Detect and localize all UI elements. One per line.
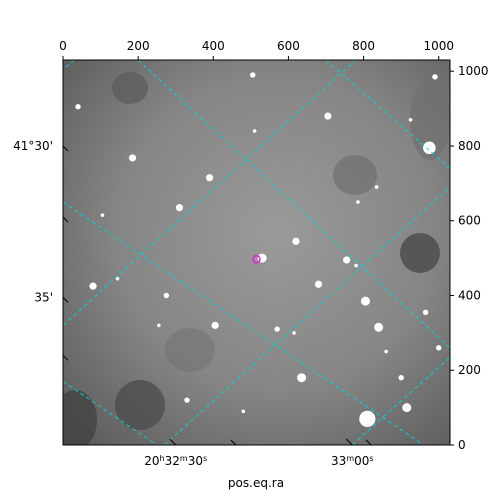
right-tick-label: 800 [458, 139, 481, 153]
image-features [63, 72, 450, 445]
grid-line [352, 356, 450, 445]
star [374, 322, 384, 332]
top-tick-label: 200 [127, 39, 150, 53]
top-tick-label: 800 [352, 39, 375, 53]
dark-blob [112, 72, 148, 104]
star [408, 118, 413, 122]
right-tick-label: 600 [458, 214, 481, 228]
dark-blob [165, 328, 215, 372]
right-pixel-axis: 0 200 400 600 800 1000 [450, 64, 489, 452]
x-axis-title: pos.eq.ra [228, 476, 284, 490]
star [89, 282, 97, 290]
star [274, 326, 280, 332]
dec-tick-label: 41°30' [13, 139, 53, 153]
star [354, 263, 358, 268]
dec-tick-mark [62, 297, 69, 303]
grid-line [164, 186, 450, 445]
right-tick-label: 1000 [458, 64, 489, 78]
dec-tick-label: 35' [34, 290, 53, 304]
ra-tick-mark [169, 438, 177, 446]
top-tick-label: 0 [59, 39, 67, 53]
top-tick-label: 400 [202, 39, 225, 53]
right-tick-label: 400 [458, 288, 481, 302]
star [175, 204, 184, 212]
plot-frame [62, 59, 451, 446]
star [100, 213, 105, 217]
grid-line [63, 381, 158, 445]
star [115, 276, 120, 281]
right-tick-label: 0 [458, 438, 466, 452]
star [241, 409, 246, 414]
right-tick-label: 200 [458, 363, 481, 377]
dark-blob [63, 390, 97, 445]
star [423, 141, 436, 155]
coordinate-grid [63, 60, 450, 445]
star [436, 345, 442, 351]
sky-image [63, 60, 450, 445]
star [359, 410, 376, 427]
grid-line [137, 60, 450, 349]
dark-blob [115, 380, 165, 430]
dec-axis: 41°30' 35' [13, 139, 69, 361]
plot-area [62, 59, 451, 446]
star [422, 309, 429, 316]
star [211, 321, 219, 329]
star [343, 256, 351, 264]
top-tick-label: 1000 [423, 39, 454, 53]
ra-tick-mark [365, 439, 372, 446]
star [75, 104, 81, 110]
star [157, 323, 161, 328]
star [356, 200, 360, 204]
target-marker [252, 254, 261, 264]
grid-line [63, 60, 75, 70]
star [324, 112, 332, 120]
grid-line [63, 60, 357, 326]
star [314, 280, 323, 288]
star [384, 349, 388, 354]
star [360, 296, 370, 306]
star [184, 397, 190, 403]
ra-tick-label: 33m00s [331, 454, 374, 469]
star [374, 185, 379, 189]
star [402, 403, 412, 413]
dark-blob [333, 155, 377, 195]
dec-tick-mark [62, 145, 69, 152]
ra-tick-mark [230, 439, 237, 446]
top-pixel-axis: 0 200 400 600 800 1000 [59, 39, 454, 60]
star [292, 331, 296, 335]
dark-blob [400, 233, 440, 273]
dark-blob [410, 80, 450, 160]
star [297, 373, 307, 383]
star [250, 72, 256, 78]
ra-tick-mark [345, 438, 353, 446]
grid-line [63, 201, 424, 445]
dec-tick-mark [62, 216, 69, 223]
ra-axis: 20h32m30s 33m00s [144, 438, 374, 469]
star [432, 74, 438, 80]
star [128, 154, 137, 162]
star [292, 237, 300, 245]
stars [75, 72, 442, 427]
star [398, 375, 404, 381]
ra-tick-label: 20h32m30s [144, 454, 207, 469]
top-tick-label: 600 [277, 39, 300, 53]
star [205, 174, 214, 182]
star [163, 292, 170, 299]
dec-tick-mark [62, 354, 69, 361]
star [252, 129, 257, 133]
